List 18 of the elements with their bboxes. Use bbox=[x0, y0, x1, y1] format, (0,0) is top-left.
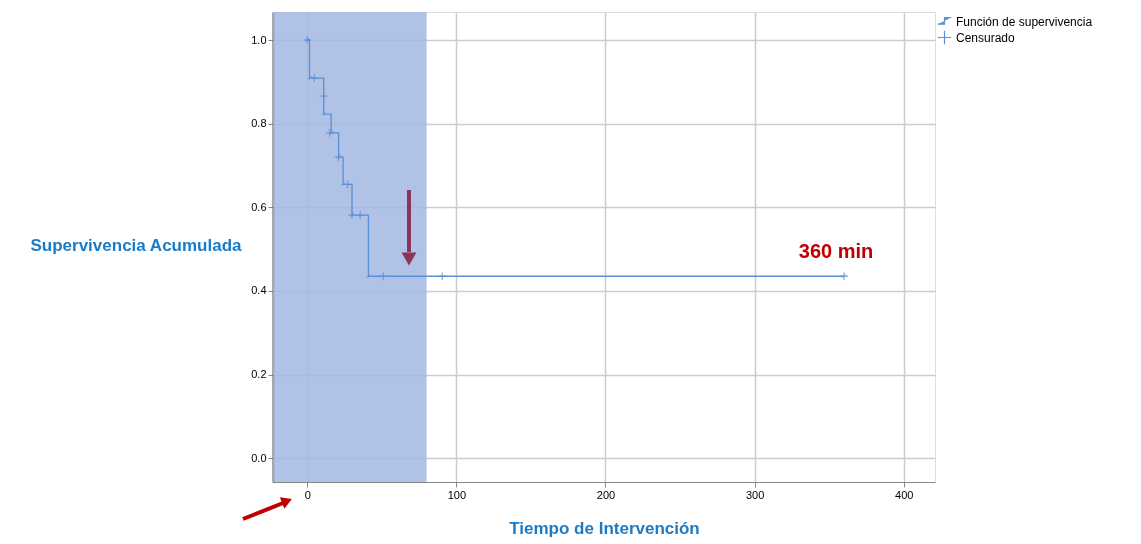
legend-label: Censurado bbox=[956, 30, 1016, 45]
y-axis-title: Supervivencia Acumulada bbox=[30, 235, 243, 255]
y-tick-label: 0.0 bbox=[251, 451, 267, 464]
y-tick-label: 0.4 bbox=[251, 284, 267, 297]
point bbox=[309, 73, 319, 83]
point bbox=[319, 91, 329, 101]
y-tick-label: 1.0 bbox=[251, 33, 267, 46]
annotation: 360 min bbox=[798, 240, 874, 263]
x-tick-label: 0 bbox=[304, 488, 311, 501]
x-tick-label: 300 bbox=[745, 488, 765, 501]
y-tick-label: 0.2 bbox=[251, 368, 267, 381]
x-tick-label: 200 bbox=[596, 488, 616, 501]
legend-label: Función de supervivencia bbox=[956, 14, 1093, 29]
y-tick-label: 0.6 bbox=[251, 200, 267, 213]
x-axis-title: Tiempo de Intervención bbox=[509, 518, 700, 538]
y-tick-label: 0.8 bbox=[251, 117, 267, 130]
x-tick-label: 100 bbox=[447, 488, 467, 501]
x-tick-label: 400 bbox=[895, 488, 914, 501]
